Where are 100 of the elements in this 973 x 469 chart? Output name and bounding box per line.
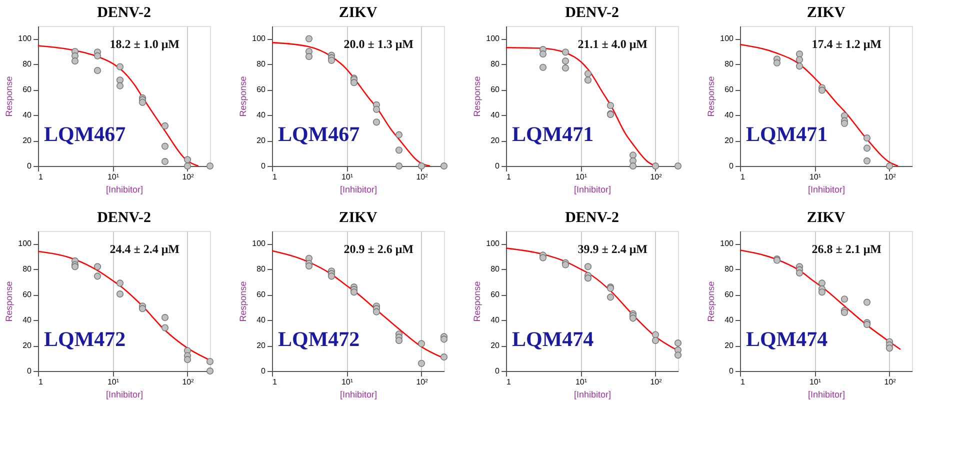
x-tick-label: 10¹ <box>341 378 354 386</box>
y-tick-label: 0 <box>261 366 266 376</box>
y-tick-label: 80 <box>256 60 266 69</box>
y-tick-label: 40 <box>490 110 500 120</box>
y-tick-label: 40 <box>22 316 32 325</box>
y-tick-label: 80 <box>490 264 500 274</box>
annotation: LQM471 <box>512 122 594 146</box>
y-tick-label: 60 <box>256 85 266 94</box>
y-tick-label: 20 <box>490 136 500 146</box>
x-axis-title: [Inhibitor] <box>574 184 612 194</box>
y-axis-title: Response <box>4 281 14 322</box>
y-tick-label: 100 <box>252 239 266 248</box>
y-tick-label: 20 <box>724 136 734 146</box>
y-tick-label: 100 <box>720 34 734 44</box>
x-tick-label: 10¹ <box>575 172 588 182</box>
annotation: LQM474 <box>512 327 594 352</box>
x-tick-label: 10¹ <box>809 378 822 386</box>
y-tick-label: 100 <box>486 34 500 44</box>
chart-title: ZIKV <box>806 5 846 21</box>
x-tick-label: 10¹ <box>341 172 354 182</box>
annotation: LQM472 <box>278 327 360 352</box>
y-tick-label: 0 <box>27 366 32 376</box>
x-tick-label: 10² <box>884 172 896 182</box>
y-tick-label: 80 <box>256 264 266 274</box>
chart-title: DENV-2 <box>565 5 619 21</box>
x-axis-title: [Inhibitor] <box>808 184 846 194</box>
y-tick-label: 100 <box>486 239 500 248</box>
y-tick-label: 0 <box>495 162 500 170</box>
x-tick-label: 1 <box>506 172 512 182</box>
x-tick-label: 1 <box>272 172 278 182</box>
x-axis-title: [Inhibitor] <box>574 390 612 400</box>
y-tick-label: 0 <box>27 162 32 170</box>
chart-title: DENV-2 <box>565 210 619 226</box>
annotation: LQM472 <box>44 327 126 352</box>
annotation: LQM467 <box>278 122 360 146</box>
y-tick-label: 60 <box>724 290 734 300</box>
x-tick-label: 1 <box>740 172 746 182</box>
y-tick-label: 40 <box>724 316 734 325</box>
annotation: 18.2 ± 1.0 μM <box>110 37 180 52</box>
y-tick-label: 0 <box>729 366 734 376</box>
x-tick-label: 10² <box>416 172 428 182</box>
x-axis-title: [Inhibitor] <box>340 184 378 194</box>
annotation: 39.9 ± 2.4 μM <box>578 242 648 256</box>
x-tick-label: 10¹ <box>107 172 120 182</box>
y-tick-label: 100 <box>18 34 32 44</box>
y-axis-title: Response <box>472 281 482 322</box>
y-tick-label: 60 <box>490 290 500 300</box>
y-tick-label: 100 <box>18 239 32 248</box>
annotation: 26.8 ± 2.1 μM <box>812 242 882 256</box>
y-tick-label: 80 <box>22 264 32 274</box>
y-tick-label: 40 <box>724 110 734 120</box>
annotation: 20.9 ± 2.6 μM <box>344 242 414 256</box>
y-tick-label: 20 <box>724 341 734 350</box>
y-axis-title: Response <box>238 281 248 322</box>
y-tick-label: 80 <box>490 60 500 69</box>
x-tick-label: 1 <box>38 172 44 182</box>
x-tick-label: 10² <box>650 378 662 386</box>
y-tick-label: 20 <box>22 341 32 350</box>
y-tick-label: 80 <box>724 60 734 69</box>
y-tick-label: 0 <box>729 162 734 170</box>
annotation: 21.1 ± 4.0 μM <box>578 37 648 52</box>
chart-title: ZIKV <box>338 5 378 21</box>
annotation: 20.0 ± 1.3 μM <box>344 37 414 52</box>
x-axis-title: [Inhibitor] <box>808 390 846 400</box>
y-tick-label: 40 <box>256 316 266 325</box>
x-tick-label: 1 <box>272 378 278 386</box>
y-tick-label: 60 <box>724 85 734 94</box>
y-tick-label: 60 <box>490 85 500 94</box>
annotation: LQM467 <box>44 122 126 146</box>
x-tick-label: 1 <box>740 378 746 386</box>
y-tick-label: 40 <box>256 110 266 120</box>
y-tick-label: 20 <box>256 136 266 146</box>
x-tick-label: 1 <box>506 378 512 386</box>
y-tick-label: 60 <box>22 290 32 300</box>
y-tick-label: 100 <box>720 239 734 248</box>
chart-title: ZIKV <box>806 210 846 226</box>
x-axis-title: [Inhibitor] <box>340 390 378 400</box>
y-axis-title: Response <box>472 76 482 117</box>
x-tick-label: 10² <box>182 378 194 386</box>
x-axis-title: [Inhibitor] <box>106 390 144 400</box>
chart-title: DENV-2 <box>97 210 151 226</box>
chart-title: DENV-2 <box>97 5 151 21</box>
x-tick-label: 10¹ <box>107 378 120 386</box>
x-tick-label: 10² <box>650 172 662 182</box>
y-tick-label: 100 <box>252 34 266 44</box>
y-tick-label: 80 <box>22 60 32 69</box>
y-tick-label: 40 <box>490 316 500 325</box>
annotation: 24.4 ± 2.4 μM <box>110 242 180 256</box>
x-tick-label: 10² <box>416 378 428 386</box>
x-axis-title: [Inhibitor] <box>106 184 144 194</box>
y-axis-title: Response <box>706 76 716 117</box>
x-tick-label: 10² <box>884 378 896 386</box>
annotation: LQM474 <box>746 327 828 352</box>
x-tick-label: 10² <box>182 172 194 182</box>
annotation: LQM471 <box>746 122 828 146</box>
chart-title: ZIKV <box>338 210 378 226</box>
annotation: 17.4 ± 1.2 μM <box>812 37 882 52</box>
y-tick-label: 80 <box>724 264 734 274</box>
x-tick-label: 10¹ <box>575 378 588 386</box>
x-tick-label: 1 <box>38 378 44 386</box>
